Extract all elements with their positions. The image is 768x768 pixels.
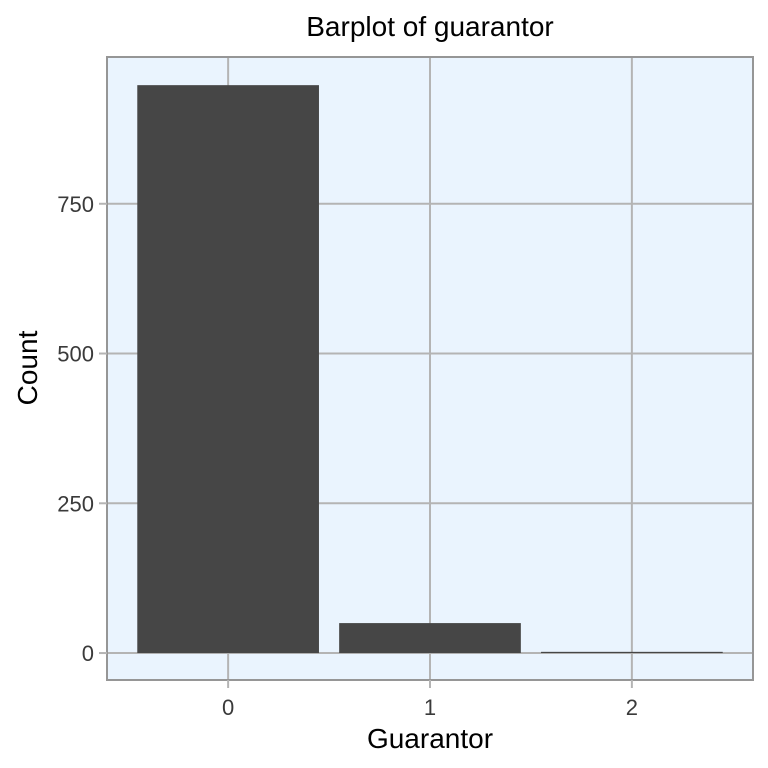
bars	[137, 85, 723, 654]
y-tick-label: 250	[57, 491, 94, 516]
x-axis-ticks: 0 1 2	[222, 680, 638, 720]
y-tick-label: 500	[57, 342, 94, 367]
y-tick-label: 750	[57, 192, 94, 217]
x-axis-title: Guarantor	[367, 723, 493, 754]
bar-1	[339, 623, 521, 654]
y-tick-label: 0	[82, 641, 94, 666]
x-tick-label: 1	[424, 695, 436, 720]
bar-2	[541, 651, 723, 654]
bar-0	[137, 85, 319, 654]
y-axis-title: Count	[12, 330, 43, 405]
chart-title: Barplot of guarantor	[306, 11, 554, 42]
x-tick-label: 0	[222, 695, 234, 720]
y-axis-ticks: 0 250 500 750	[57, 192, 107, 666]
x-tick-label: 2	[626, 695, 638, 720]
